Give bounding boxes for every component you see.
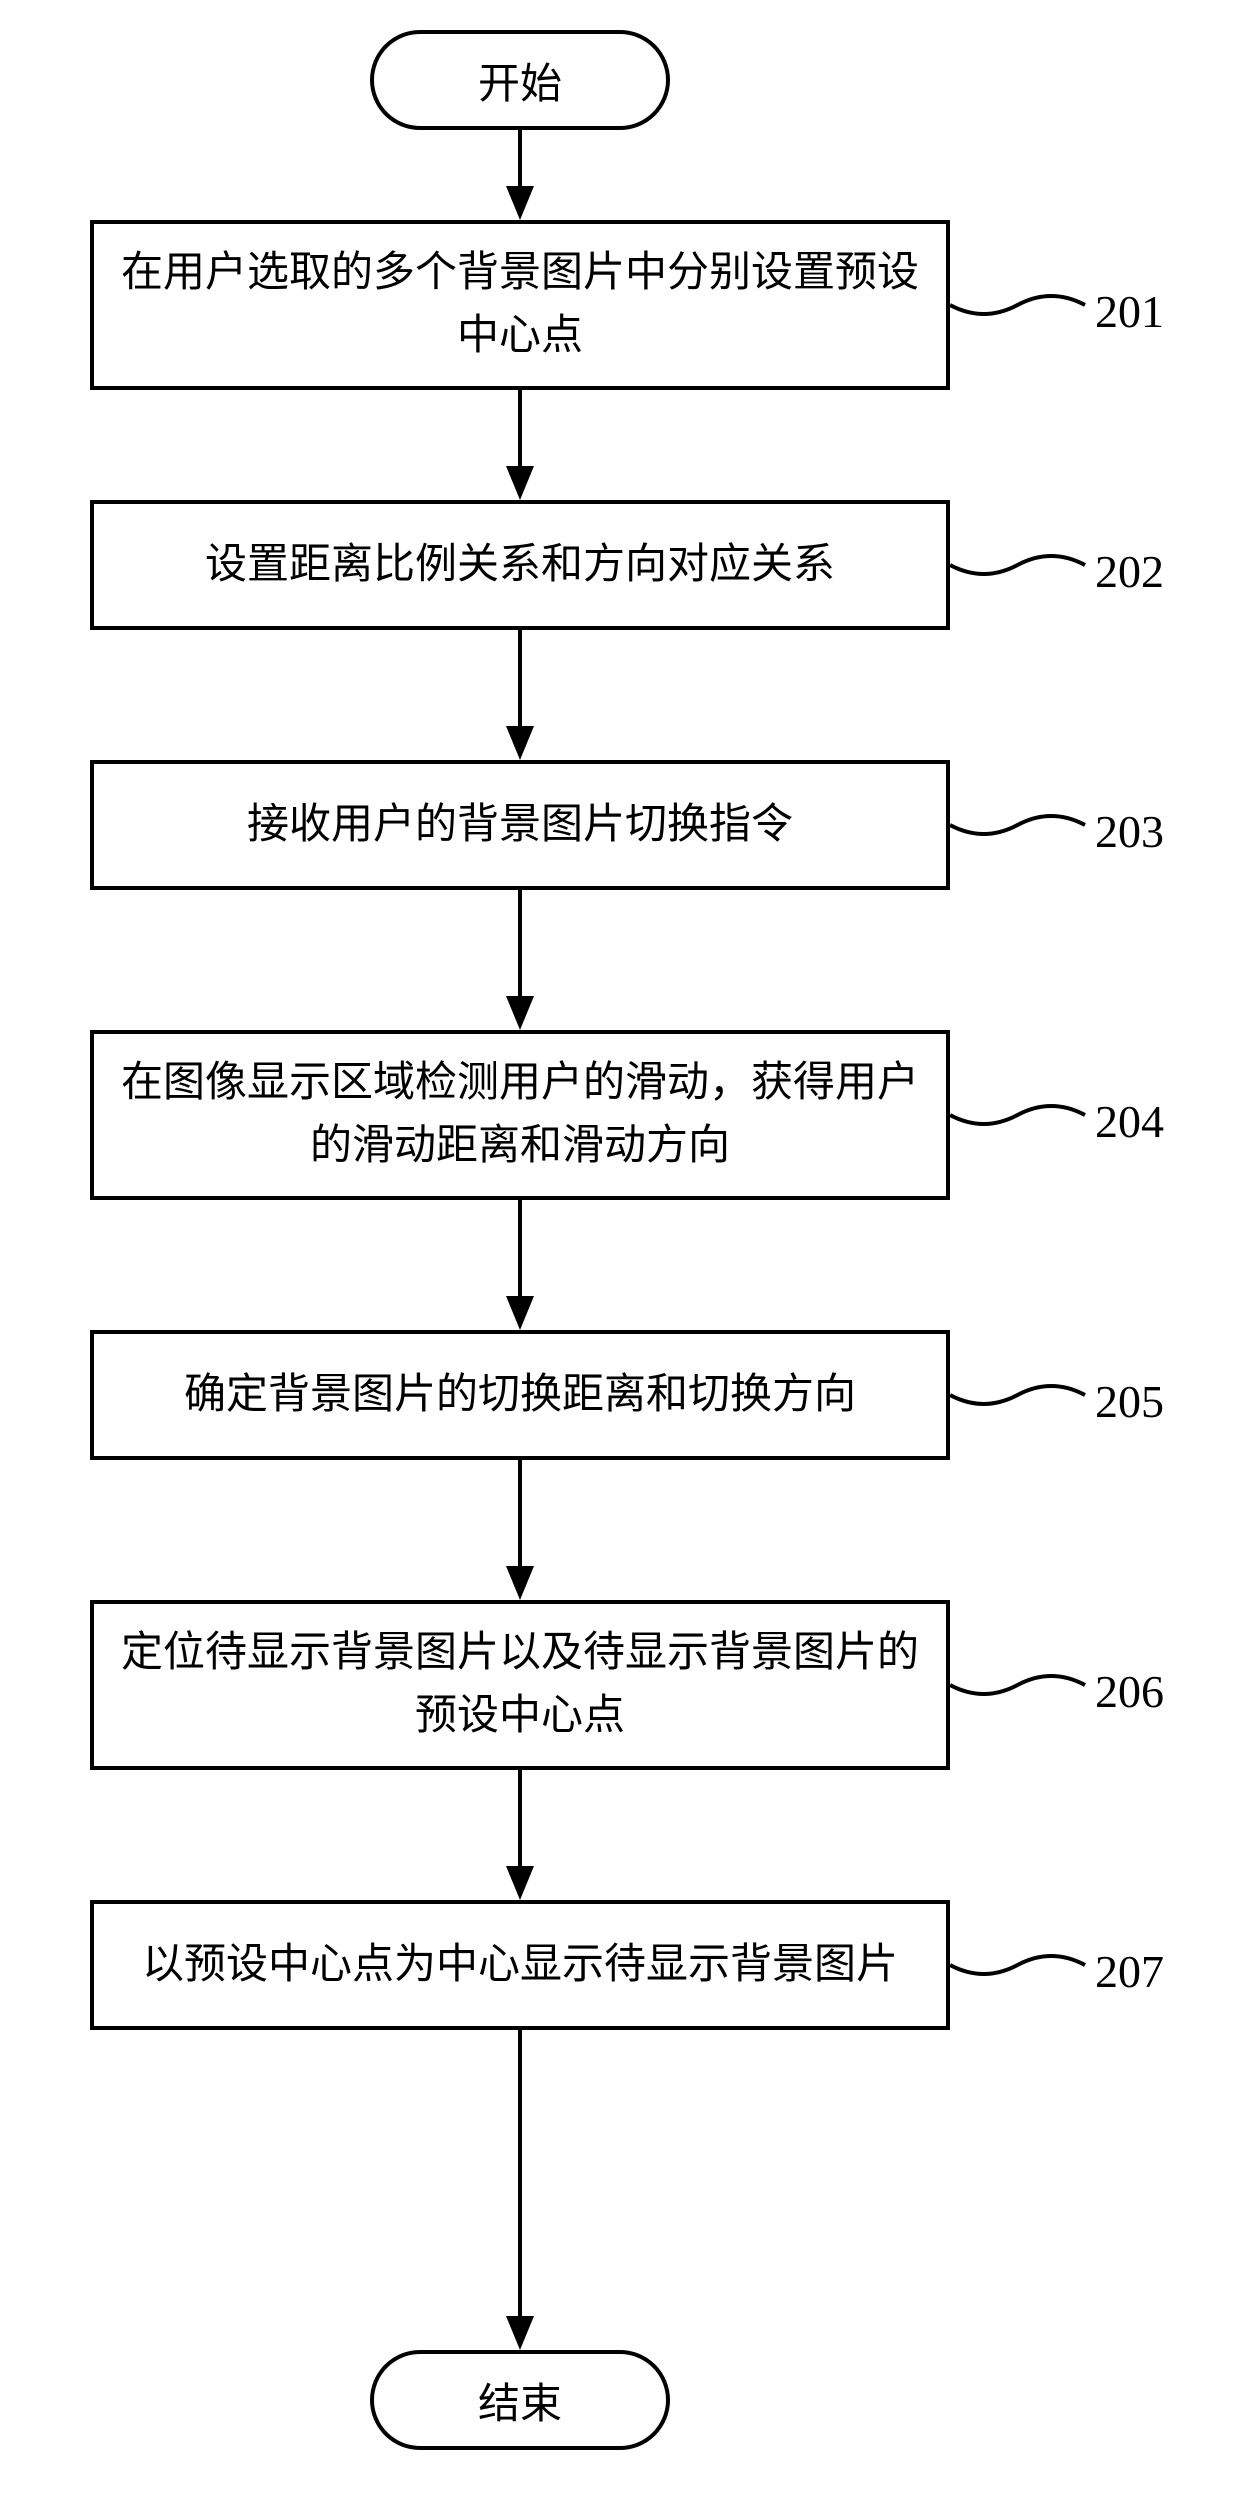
node-s202: 设置距离比例关系和方向对应关系: [90, 500, 950, 630]
step-label-204: 204: [1095, 1095, 1164, 1148]
node-s203-text: 接收用户的背景图片切换指令: [247, 794, 793, 857]
edge-s206-s207: [506, 1770, 534, 1900]
edge-s201-s202: [506, 390, 534, 500]
node-s203: 接收用户的背景图片切换指令: [90, 760, 950, 890]
node-start-text: 开始: [478, 50, 562, 111]
edge-s202-s203: [506, 630, 534, 760]
label-connector-s207: [950, 1956, 1085, 1974]
edge-s205-s206: [506, 1460, 534, 1600]
node-s206: 定位待显示背景图片以及待显示背景图片的 预设中心点: [90, 1600, 950, 1770]
edge-s204-s205: [506, 1200, 534, 1330]
step-label-206: 206: [1095, 1665, 1164, 1718]
node-s204: 在图像显示区域检测用户的滑动，获得用户 的滑动距离和滑动方向: [90, 1030, 950, 1200]
edge-start-s201: [506, 130, 534, 220]
label-connector-s202: [950, 556, 1085, 574]
node-s204-text: 在图像显示区域检测用户的滑动，获得用户 的滑动距离和滑动方向: [121, 1052, 919, 1178]
node-s202-text: 设置距离比例关系和方向对应关系: [205, 534, 835, 597]
step-label-203: 203: [1095, 805, 1164, 858]
step-label-207: 207: [1095, 1945, 1164, 1998]
label-connector-s205: [950, 1386, 1085, 1404]
node-s205-text: 确定背景图片的切换距离和切换方向: [184, 1364, 856, 1427]
node-start: 开始: [370, 30, 670, 130]
node-s201: 在用户选取的多个背景图片中分别设置预设 中心点: [90, 220, 950, 390]
label-connector-s203: [950, 816, 1085, 834]
node-s207-text: 以预设中心点为中心显示待显示背景图片: [142, 1934, 898, 1997]
edge-s207-end: [506, 2030, 534, 2350]
flowchart-canvas: 开始在用户选取的多个背景图片中分别设置预设 中心点设置距离比例关系和方向对应关系…: [0, 0, 1240, 2498]
node-end: 结束: [370, 2350, 670, 2450]
node-s206-text: 定位待显示背景图片以及待显示背景图片的 预设中心点: [121, 1622, 919, 1748]
step-label-205: 205: [1095, 1375, 1164, 1428]
step-label-202: 202: [1095, 545, 1164, 598]
label-connector-s204: [950, 1106, 1085, 1124]
label-connector-s206: [950, 1676, 1085, 1694]
node-s201-text: 在用户选取的多个背景图片中分别设置预设 中心点: [121, 242, 919, 368]
label-connector-s201: [950, 296, 1085, 314]
node-end-text: 结束: [478, 2370, 562, 2431]
node-s205: 确定背景图片的切换距离和切换方向: [90, 1330, 950, 1460]
step-label-201: 201: [1095, 285, 1164, 338]
edge-s203-s204: [506, 890, 534, 1030]
node-s207: 以预设中心点为中心显示待显示背景图片: [90, 1900, 950, 2030]
